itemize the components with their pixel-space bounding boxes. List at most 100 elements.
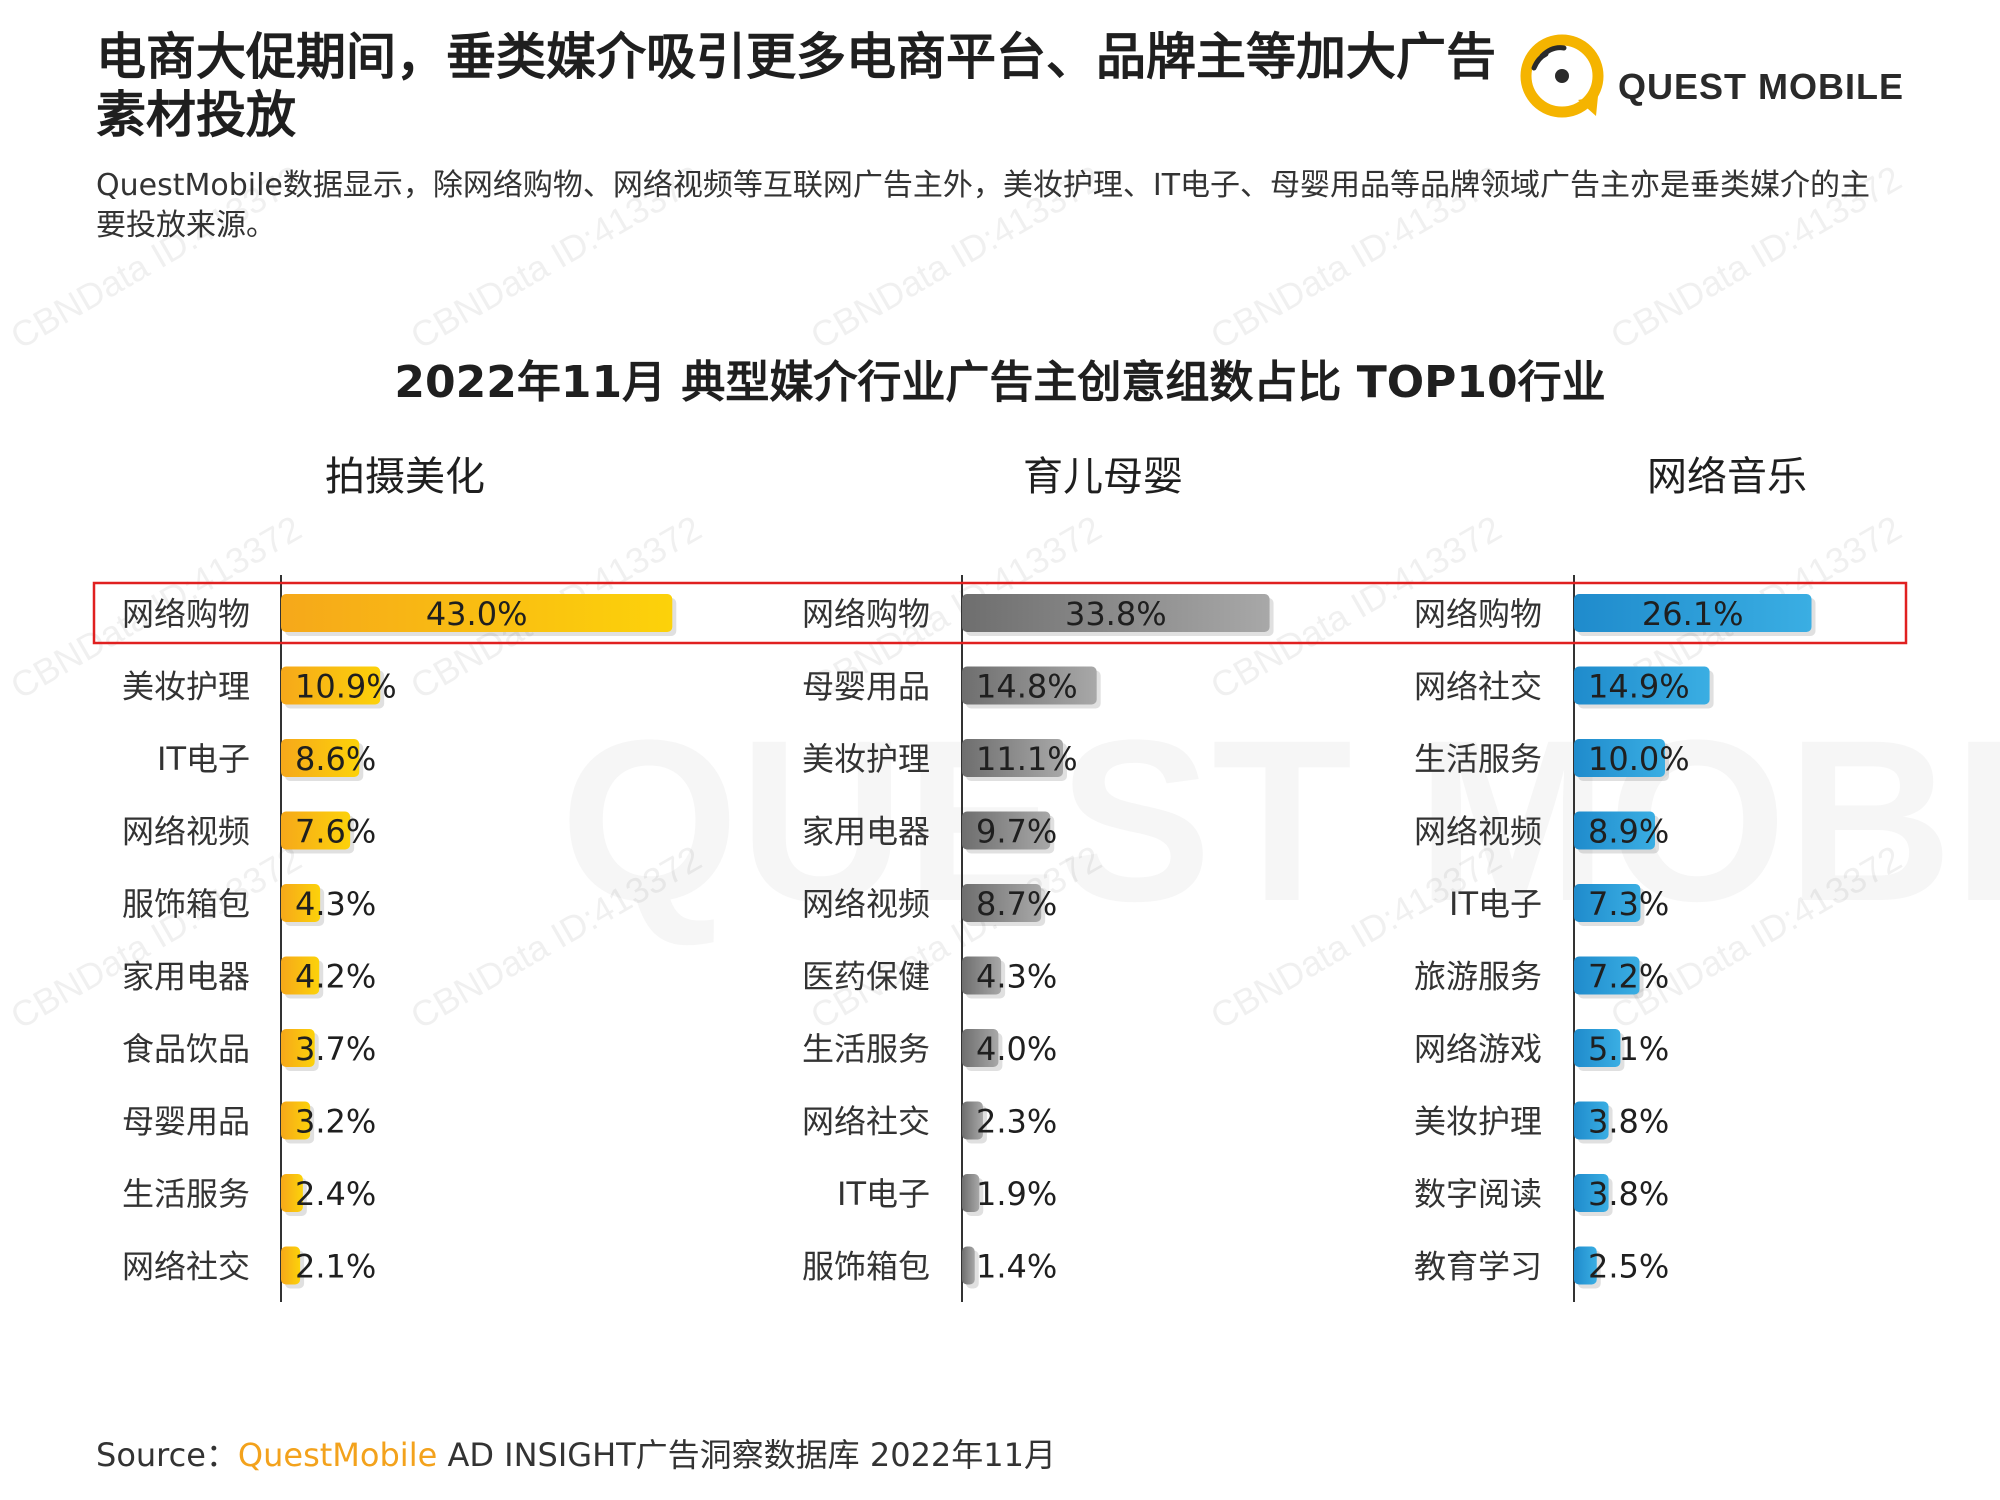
bar	[962, 594, 1270, 632]
category-label: 数字阅读	[1414, 1175, 1542, 1213]
value-label: 26.1%	[1642, 595, 1744, 633]
category-label: 教育学习	[1414, 1248, 1542, 1286]
bar	[1574, 739, 1665, 777]
bar	[962, 739, 1064, 777]
value-label: 7.2%	[1588, 958, 1669, 996]
bar	[1574, 1101, 1609, 1140]
bar	[962, 1246, 975, 1285]
bar	[962, 956, 1002, 995]
bar	[281, 739, 360, 777]
category-label: 家用电器	[802, 813, 930, 851]
value-label: 4.3%	[295, 885, 376, 923]
value-label: 4.2%	[295, 958, 376, 996]
bar	[962, 666, 1097, 705]
bar	[962, 1174, 980, 1212]
bar	[1574, 811, 1655, 850]
value-label: 33.8%	[1065, 595, 1167, 633]
category-label: 网络视频	[122, 813, 250, 851]
category-label: 美妆护理	[802, 740, 930, 778]
category-label: 网络购物	[122, 595, 250, 633]
bar	[1574, 1174, 1609, 1212]
value-label: 2.3%	[976, 1103, 1057, 1141]
bar	[962, 1101, 983, 1140]
source-prefix: Source：	[96, 1436, 238, 1474]
value-label: 1.4%	[976, 1248, 1057, 1286]
value-label: 43.0%	[426, 595, 528, 633]
bar	[281, 1246, 301, 1285]
value-label: 3.2%	[295, 1103, 376, 1141]
category-label: IT电子	[837, 1175, 930, 1213]
category-label: 网络社交	[1414, 668, 1542, 706]
bar	[281, 1101, 311, 1140]
value-label: 9.7%	[976, 813, 1057, 851]
bar	[281, 1174, 303, 1212]
watermark-text: CBNData ID:413372	[4, 157, 309, 357]
value-label: 14.9%	[1588, 668, 1690, 706]
page-title: 电商大促期间，垂类媒介吸引更多电商平台、品牌主等加大广告素材投放	[96, 28, 1496, 144]
page-subtitle: QuestMobile数据显示，除网络购物、网络视频等互联网广告主外，美妆护理、…	[96, 168, 1871, 243]
category-label: 生活服务	[122, 1175, 250, 1213]
value-label: 8.6%	[295, 740, 376, 778]
category-label: 网络游戏	[1414, 1030, 1542, 1068]
bar	[1574, 1029, 1621, 1067]
category-label: IT电子	[1449, 885, 1542, 923]
bar	[1574, 666, 1710, 705]
bar	[1574, 594, 1812, 632]
value-label: 4.3%	[976, 958, 1057, 996]
value-label: 8.7%	[976, 885, 1057, 923]
bar	[281, 884, 321, 922]
category-label: 网络社交	[802, 1103, 930, 1141]
value-label: 2.1%	[295, 1248, 376, 1286]
panel-title: 拍摄美化	[325, 454, 485, 500]
source-brand: QuestMobile	[237, 1436, 438, 1474]
logo-text: QUEST MOBILE	[1618, 66, 1905, 107]
watermark-text: CBNData ID:413372	[804, 157, 1109, 357]
category-label: 生活服务	[1414, 740, 1542, 778]
watermark-text: CBNData ID:413372	[1604, 157, 1909, 357]
bar	[281, 811, 351, 850]
category-label: 服饰箱包	[122, 885, 250, 923]
value-label: 5.1%	[1588, 1030, 1669, 1068]
value-label: 10.9%	[295, 668, 397, 706]
value-label: 2.4%	[295, 1175, 376, 1213]
questmobile-logo-icon	[1520, 34, 1604, 118]
category-label: 美妆护理	[122, 668, 250, 706]
bar	[1574, 1246, 1597, 1285]
category-label: 母婴用品	[802, 668, 930, 706]
bar	[281, 666, 381, 705]
category-label: IT电子	[157, 740, 250, 778]
bar	[281, 594, 673, 632]
value-label: 4.0%	[976, 1030, 1057, 1068]
value-label: 11.1%	[976, 740, 1078, 778]
source-note: Source：QuestMobile AD INSIGHT广告洞察数据库 202…	[96, 1430, 1056, 1476]
category-label: 生活服务	[802, 1030, 930, 1068]
value-label: 1.9%	[976, 1175, 1057, 1213]
category-label: 旅游服务	[1414, 958, 1542, 996]
value-label: 3.8%	[1588, 1103, 1669, 1141]
category-label: 医药保健	[802, 958, 930, 996]
panel-title: 网络音乐	[1647, 454, 1807, 500]
panel-title: 育儿母婴	[1023, 454, 1183, 500]
value-label: 8.9%	[1588, 813, 1669, 851]
category-label: 家用电器	[122, 958, 250, 996]
value-label: 2.5%	[1588, 1248, 1669, 1286]
bar	[1574, 884, 1641, 922]
bar	[281, 1029, 315, 1067]
watermark-logo-text: QUEST MOBILE	[560, 692, 2000, 949]
category-label: 网络视频	[1414, 813, 1542, 851]
value-label: 14.8%	[976, 668, 1078, 706]
watermark-text: CBNData ID:413372	[1204, 157, 1509, 357]
category-label: 美妆护理	[1414, 1103, 1542, 1141]
chart-title: 2022年11月 典型媒介行业广告主创意组数占比 TOP10行业	[394, 357, 1606, 408]
category-label: 网络社交	[122, 1248, 250, 1286]
value-label: 3.7%	[295, 1030, 376, 1068]
bar	[962, 811, 1051, 850]
category-label: 食品饮品	[122, 1030, 250, 1068]
category-label: 网络购物	[802, 595, 930, 633]
bar	[962, 1029, 999, 1067]
highlight-box	[92, 581, 1908, 645]
category-label: 母婴用品	[122, 1103, 250, 1141]
watermark-text: CBNData ID:413372	[4, 837, 309, 1037]
value-label: 3.8%	[1588, 1175, 1669, 1213]
